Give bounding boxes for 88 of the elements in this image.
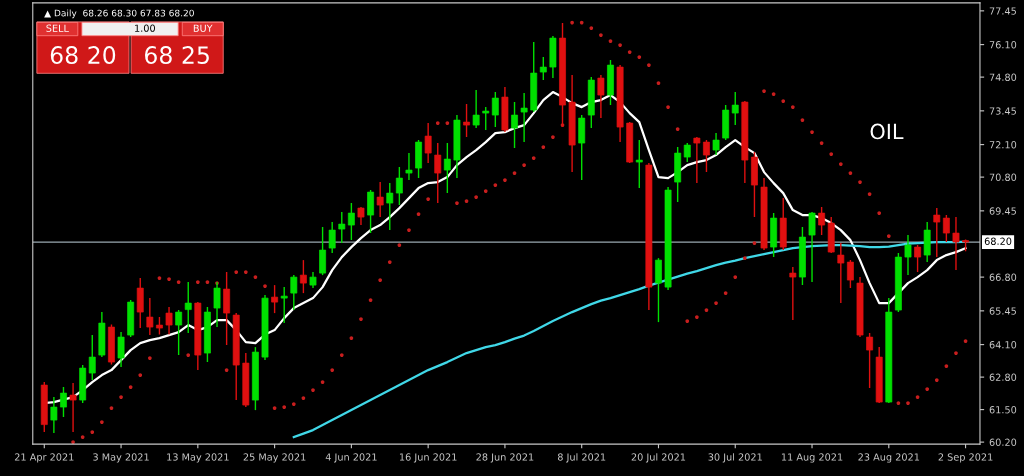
- candlestick: [165, 306, 173, 336]
- candlestick: [818, 206, 826, 236]
- candlestick: [712, 132, 720, 156]
- candlestick: [904, 234, 912, 276]
- candlestick: [299, 259, 307, 294]
- x-tick-label: 13 May 2021: [167, 453, 229, 463]
- y-tick-label: 64.10: [989, 341, 1017, 349]
- ref-line-label: 68.20: [984, 237, 1012, 245]
- candlestick: [290, 274, 298, 311]
- candlestick: [223, 271, 231, 346]
- candlestick: [88, 334, 96, 381]
- candlestick: [491, 91, 499, 128]
- annotation: BUY: [193, 24, 213, 32]
- y-tick-label: 69.45: [989, 207, 1016, 215]
- candlestick: [635, 139, 643, 189]
- x-tick-label: 4 Jun 2021: [325, 453, 377, 463]
- annotation: 68 20: [50, 46, 116, 64]
- candlestick: [511, 101, 518, 149]
- candlestick: [328, 221, 336, 254]
- candlestick: [175, 309, 183, 356]
- candlestick: [472, 89, 480, 129]
- candlestick: [405, 152, 413, 181]
- candlestick: [319, 226, 327, 276]
- candlestick: [808, 211, 816, 283]
- x-tick-label: 28 Jun 2021: [476, 453, 534, 463]
- y-tick-label: 74.80: [989, 73, 1017, 81]
- candlestick: [280, 286, 288, 324]
- candlestick: [952, 216, 960, 271]
- text: ▲ Daily 68.26 68.30 67.83 68.20: [44, 9, 194, 19]
- candlestick: [386, 182, 394, 231]
- x-tick-label: 3 May 2021: [93, 453, 149, 463]
- candlestick: [69, 382, 77, 433]
- candlestick: [837, 242, 845, 304]
- candlestick: [703, 139, 710, 173]
- annotation: 1.00: [135, 24, 155, 32]
- candlestick: [271, 284, 279, 314]
- candlestick: [434, 142, 442, 204]
- candlestick: [60, 386, 67, 418]
- candlestick: [597, 74, 605, 119]
- candlestick: [683, 142, 691, 163]
- candlestick: [347, 202, 355, 241]
- x-tick-label: 30 Jul 2021: [708, 453, 762, 463]
- x-tick-label: 21 Apr 2021: [14, 453, 74, 463]
- y-tick-label: 62.80: [989, 373, 1017, 381]
- x-tick-label: 11 Aug 2021: [781, 453, 843, 463]
- candlestick: [424, 122, 432, 164]
- x-tick-label: 23 Aug 2021: [858, 453, 920, 463]
- y-tick-label: 70.80: [989, 173, 1017, 181]
- candlestick: [866, 332, 874, 389]
- y-tick-label: 72.10: [989, 141, 1017, 149]
- candlestick: [655, 257, 662, 323]
- candlestick: [367, 189, 374, 234]
- y-tick-label: 65.45: [989, 307, 1016, 315]
- x-tick-label: 8 Jul 2021: [557, 453, 606, 463]
- candlestick: [693, 136, 701, 184]
- y-tick-label: 73.45: [989, 107, 1016, 115]
- candlestick: [482, 106, 490, 131]
- candlestick: [933, 207, 941, 258]
- candlestick: [357, 206, 365, 226]
- y-tick-label: 77.45: [989, 7, 1016, 15]
- candlestick: [146, 297, 154, 336]
- candlestick: [846, 259, 854, 289]
- candlestick: [520, 92, 528, 143]
- candlestick: [463, 103, 470, 138]
- candlestick: [376, 181, 384, 218]
- candlestick: [184, 281, 192, 334]
- candlestick: [443, 142, 451, 194]
- candlestick: [50, 396, 58, 434]
- candlestick: [914, 244, 922, 273]
- y-tick-label: 66.80: [989, 273, 1017, 281]
- y-tick-label: 61.50: [989, 406, 1017, 414]
- candlestick: [136, 277, 144, 329]
- y-tick-label: 76.10: [989, 41, 1017, 49]
- candlestick: [789, 266, 797, 321]
- x-tick-label: 25 May 2021: [243, 453, 306, 463]
- candlestick: [338, 211, 346, 244]
- annotation: OIL: [870, 123, 904, 140]
- y-tick-label: 60.20: [989, 438, 1017, 446]
- x-tick-label: 2 Sep 2021: [938, 453, 993, 463]
- candlestick: [395, 166, 403, 206]
- annotation: SELL: [46, 24, 69, 32]
- candlestick: [731, 91, 739, 126]
- x-tick-label: 20 Jul 2021: [631, 453, 686, 463]
- annotation: 68 25: [145, 46, 209, 64]
- candlestick: [942, 214, 950, 243]
- candlestick: [117, 331, 125, 368]
- x-tick-label: 16 Jun 2021: [399, 453, 457, 463]
- candlestick: [539, 56, 547, 81]
